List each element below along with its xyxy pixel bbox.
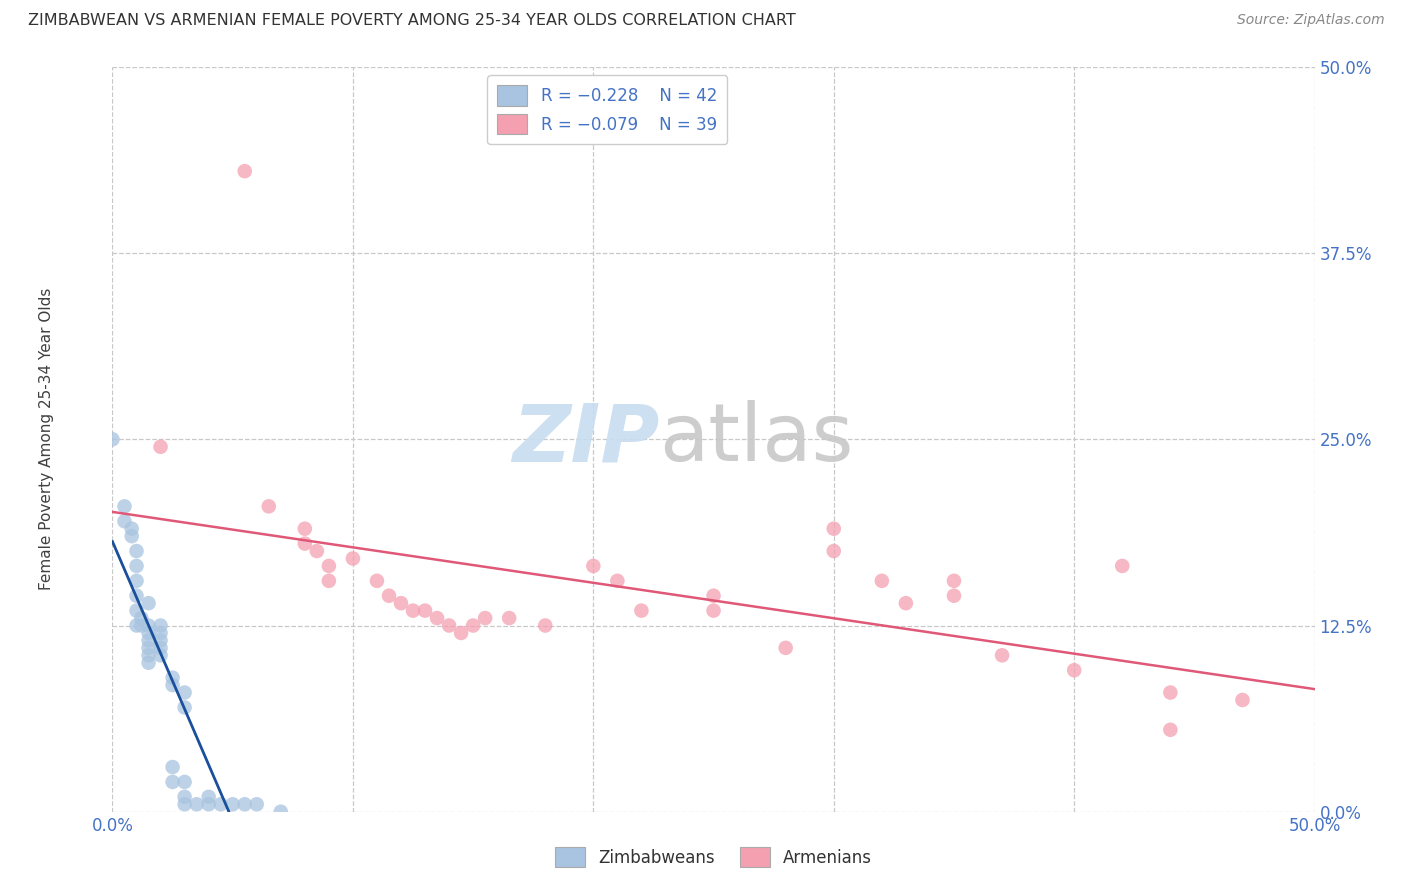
Point — [138, 626, 160, 640]
Point — [162, 671, 184, 685]
Point — [402, 604, 425, 618]
Point — [121, 529, 143, 543]
Point — [1232, 693, 1254, 707]
Point — [1063, 663, 1085, 677]
Point — [246, 797, 269, 812]
Point — [233, 797, 256, 812]
Point — [162, 775, 184, 789]
Point — [125, 604, 148, 618]
Point — [378, 589, 401, 603]
Point — [138, 633, 160, 648]
Point — [121, 522, 143, 536]
Point — [138, 618, 160, 632]
Text: ZIMBABWEAN VS ARMENIAN FEMALE POVERTY AMONG 25-34 YEAR OLDS CORRELATION CHART: ZIMBABWEAN VS ARMENIAN FEMALE POVERTY AM… — [28, 13, 796, 29]
Point — [534, 618, 557, 632]
Point — [426, 611, 449, 625]
Point — [138, 648, 160, 663]
Point — [942, 574, 965, 588]
Point — [131, 618, 153, 632]
Point — [775, 640, 797, 655]
Point — [270, 805, 292, 819]
Point — [186, 797, 208, 812]
Point — [197, 789, 219, 804]
Point — [149, 648, 172, 663]
Point — [149, 618, 172, 632]
Legend: Zimbabweans, Armenians: Zimbabweans, Armenians — [548, 840, 879, 874]
Point — [162, 760, 184, 774]
Point — [366, 574, 388, 588]
Point — [131, 611, 153, 625]
Point — [894, 596, 917, 610]
Point — [450, 626, 472, 640]
Point — [125, 558, 148, 573]
Point — [498, 611, 520, 625]
Point — [630, 604, 652, 618]
Text: ZIP: ZIP — [512, 401, 659, 478]
Point — [702, 604, 725, 618]
Point — [823, 544, 845, 558]
Point — [305, 544, 328, 558]
Point — [342, 551, 364, 566]
Text: Female Poverty Among 25-34 Year Olds: Female Poverty Among 25-34 Year Olds — [39, 288, 53, 591]
Point — [1159, 723, 1181, 737]
Point — [138, 640, 160, 655]
Text: atlas: atlas — [659, 401, 853, 478]
Point — [173, 775, 195, 789]
Point — [413, 604, 436, 618]
Point — [138, 596, 160, 610]
Point — [870, 574, 893, 588]
Point — [149, 640, 172, 655]
Point — [1159, 685, 1181, 699]
Point — [318, 574, 340, 588]
Point — [173, 700, 195, 714]
Point — [257, 500, 280, 514]
Point — [149, 633, 172, 648]
Point — [138, 656, 160, 670]
Point — [125, 544, 148, 558]
Point — [125, 574, 148, 588]
Point — [114, 500, 136, 514]
Point — [823, 522, 845, 536]
Point — [606, 574, 628, 588]
Point — [461, 618, 484, 632]
Point — [294, 536, 316, 550]
Point — [173, 797, 195, 812]
Point — [162, 678, 184, 692]
Point — [294, 522, 316, 536]
Point — [125, 589, 148, 603]
Point — [101, 433, 124, 447]
Point — [149, 440, 172, 454]
Point — [1111, 558, 1133, 573]
Point — [209, 797, 232, 812]
Point — [173, 789, 195, 804]
Point — [197, 797, 219, 812]
Point — [222, 797, 245, 812]
Point — [173, 685, 195, 699]
Point — [474, 611, 496, 625]
Point — [437, 618, 460, 632]
Point — [991, 648, 1014, 663]
Text: Source: ZipAtlas.com: Source: ZipAtlas.com — [1237, 13, 1385, 28]
Point — [114, 514, 136, 528]
Point — [149, 626, 172, 640]
Point — [125, 618, 148, 632]
Point — [702, 589, 725, 603]
Point — [318, 558, 340, 573]
Point — [389, 596, 412, 610]
Point — [582, 558, 605, 573]
Point — [233, 164, 256, 178]
Point — [942, 589, 965, 603]
